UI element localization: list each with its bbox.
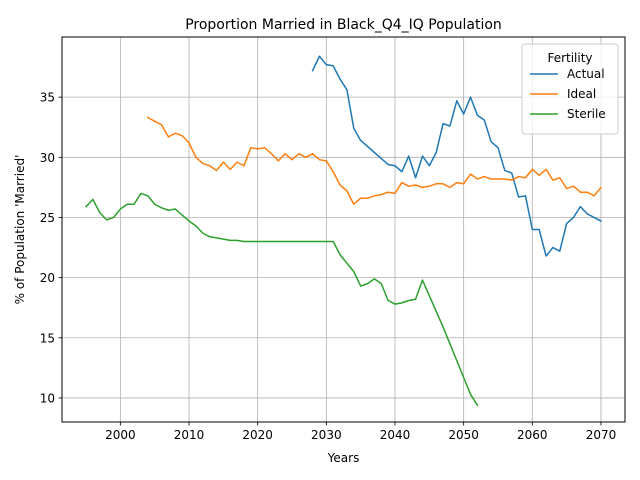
x-tick-label: 2030	[311, 428, 342, 442]
y-tick-label: 25	[40, 211, 55, 225]
legend: Fertility Actual Ideal Sterile	[521, 43, 619, 135]
series-line-actual	[311, 55, 602, 257]
series-line-ideal	[146, 116, 603, 205]
x-tick-label: 2020	[242, 428, 273, 442]
legend-label-actual: Actual	[567, 67, 605, 81]
series-lines	[84, 55, 603, 407]
y-tick-label: 10	[40, 391, 55, 405]
y-axis-title: % of Population 'Married'	[13, 155, 27, 305]
legend-box	[521, 43, 619, 135]
legend-items: Actual Ideal Sterile	[530, 67, 606, 121]
legend-label-sterile: Sterile	[567, 107, 606, 121]
x-tick-label: 2050	[448, 428, 479, 442]
y-tick-label: 15	[40, 331, 55, 345]
x-tick-label: 2040	[380, 428, 411, 442]
y-tick-label: 30	[40, 151, 55, 165]
x-tick-label: 2060	[517, 428, 548, 442]
x-tick-label: 2010	[174, 428, 205, 442]
legend-label-ideal: Ideal	[567, 87, 596, 101]
x-tick-label: 2000	[105, 428, 136, 442]
x-tick-label: 2070	[586, 428, 617, 442]
y-tick-label: 20	[40, 271, 55, 285]
plot-area-frame	[61, 36, 626, 423]
x-axis-title: Years	[327, 451, 360, 465]
legend-title: Fertility	[547, 51, 592, 65]
chart-title: Proportion Married in Black_Q4_IQ Popula…	[185, 17, 502, 33]
axis-ticks: 2000 2010 2020 2030 2040 2050 2060 2070 10 15 20 25…	[40, 91, 617, 442]
y-tick-label: 35	[40, 91, 55, 105]
series-line-sterile	[84, 192, 479, 407]
